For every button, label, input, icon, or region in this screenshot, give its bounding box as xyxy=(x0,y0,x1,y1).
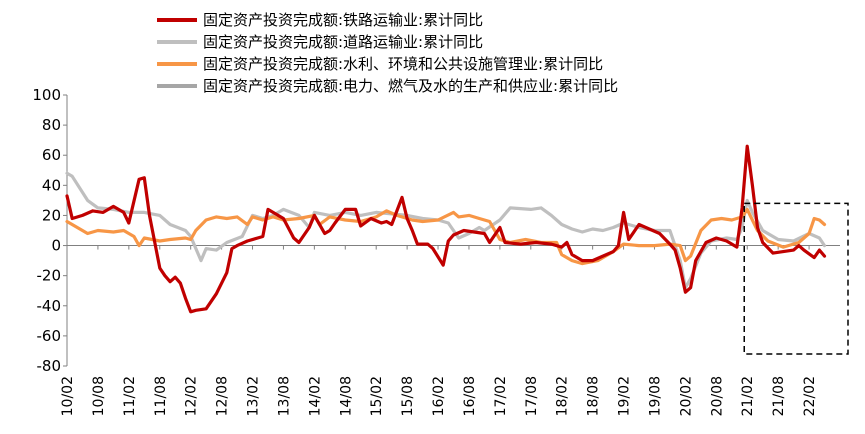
x-tick-label: 15/08 xyxy=(400,376,416,416)
y-tick-label: 80 xyxy=(42,116,61,134)
y-tick-label: -40 xyxy=(37,297,62,315)
y-tick-label: 60 xyxy=(42,146,61,164)
x-tick-label: 15/02 xyxy=(369,376,385,416)
x-tick-label: 16/08 xyxy=(462,376,478,416)
x-tick-label: 20/02 xyxy=(678,376,694,416)
x-tick-label: 10/02 xyxy=(60,376,76,416)
x-tick-label: 13/02 xyxy=(246,376,262,416)
x-tick-label: 10/08 xyxy=(91,376,107,416)
legend-label: 固定资产投资完成额:水利、环境和公共设施管理业:累计同比 xyxy=(203,55,603,73)
x-tick-label: 22/02 xyxy=(802,376,818,416)
x-tick-label: 11/02 xyxy=(122,376,138,416)
x-tick-label: 19/02 xyxy=(617,376,633,416)
y-tick-label: 100 xyxy=(32,86,61,104)
y-tick-label: -80 xyxy=(37,357,62,375)
x-tick-label: 20/08 xyxy=(709,376,725,416)
chart-annotations xyxy=(743,202,849,355)
x-tick-label: 14/08 xyxy=(338,376,354,416)
highlight-box xyxy=(743,202,849,355)
x-tick-label: 17/02 xyxy=(493,376,509,416)
x-tick-label: 19/08 xyxy=(647,376,663,416)
legend-label: 固定资产投资完成额:电力、燃气及水的生产和供应业:累计同比 xyxy=(203,77,618,95)
x-tick-label: 18/08 xyxy=(586,376,602,416)
y-tick-label: -20 xyxy=(37,267,62,285)
x-tick-label: 21/02 xyxy=(740,376,756,416)
series-line xyxy=(65,207,827,266)
legend-label: 固定资产投资完成额:道路运输业:累计同比 xyxy=(203,33,483,51)
x-tick-label: 13/08 xyxy=(276,376,292,416)
y-tick-label: 0 xyxy=(51,237,61,255)
x-axis: 10/02 10/08 11/02 11/08 12/02 12/08 13/02 13/08… xyxy=(60,245,840,416)
y-axis: 100 80 60 40 20 0 -20 -40 -60 -80 xyxy=(32,86,68,375)
y-tick-label: 20 xyxy=(42,206,61,224)
series-line xyxy=(65,144,827,314)
x-tick-label: 18/02 xyxy=(555,376,571,416)
x-tick-label: 14/02 xyxy=(307,376,323,416)
chart-legend: 固定资产投资完成额:铁路运输业:累计同比固定资产投资完成额:道路运输业:累计同比… xyxy=(157,11,618,95)
chart-series-group xyxy=(65,144,827,314)
legend-label: 固定资产投资完成额:铁路运输业:累计同比 xyxy=(203,11,483,29)
x-tick-label: 11/08 xyxy=(153,376,169,416)
chart-plot-area: 100 80 60 40 20 0 -20 -40 -60 -80 10/02 10/08 11/02… xyxy=(32,86,849,416)
x-tick-label: 12/08 xyxy=(215,376,231,416)
y-tick-label: -60 xyxy=(37,327,62,345)
y-tick-label: 40 xyxy=(42,176,61,194)
x-tick-label: 16/02 xyxy=(431,376,447,416)
x-tick-label: 12/02 xyxy=(184,376,200,416)
x-tick-label: 17/08 xyxy=(524,376,540,416)
x-tick-label: 21/08 xyxy=(771,376,787,416)
series-line xyxy=(65,171,827,290)
